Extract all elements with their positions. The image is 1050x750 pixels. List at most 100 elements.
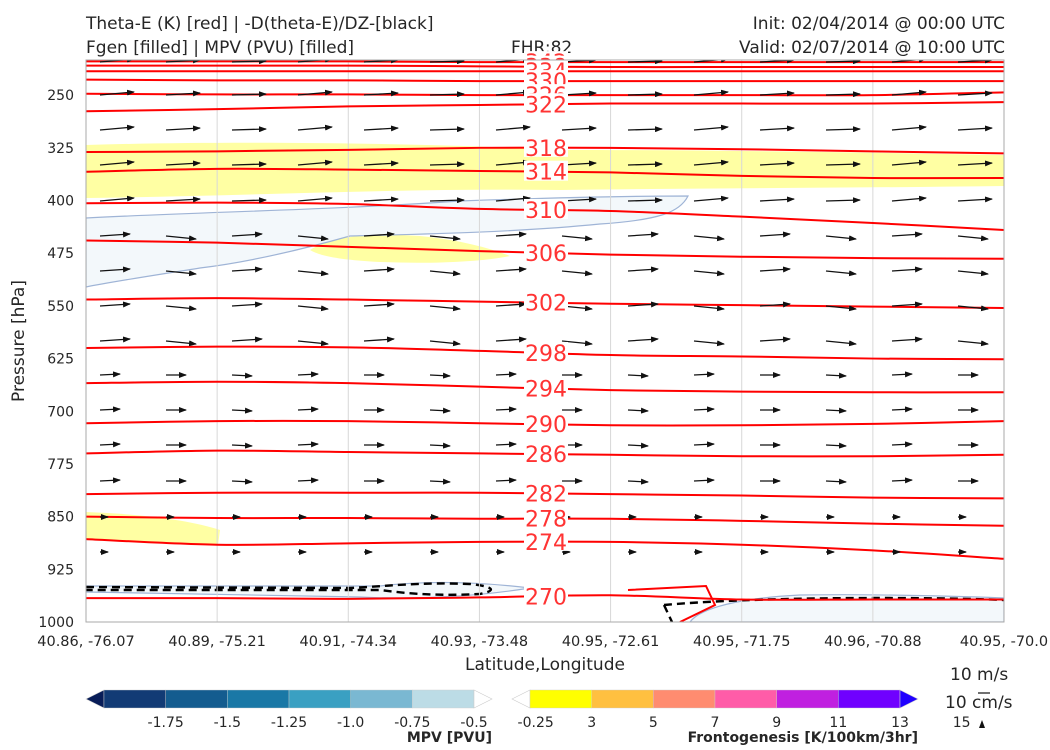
wind-vector bbox=[759, 266, 791, 273]
wind-vector bbox=[759, 231, 791, 238]
wind-vector bbox=[825, 305, 857, 312]
theta-e-label-302: 302 bbox=[525, 292, 567, 317]
x-tick-label: 40.95, -71.75 bbox=[693, 634, 790, 650]
contour-label-bg bbox=[524, 160, 568, 181]
wind-vector bbox=[495, 477, 517, 484]
wind-vector bbox=[363, 160, 399, 167]
wind-vector bbox=[825, 126, 861, 133]
colorbar-tick-label: -1.0 bbox=[337, 715, 364, 731]
wind-vector bbox=[165, 196, 201, 203]
colorbar-tick-label: 5 bbox=[649, 715, 658, 731]
fgen-fill-low bbox=[86, 512, 220, 545]
wind-vector bbox=[165, 270, 197, 277]
wind-vector bbox=[99, 301, 131, 308]
wind-vector bbox=[429, 372, 451, 379]
colorbar-segment bbox=[714, 689, 777, 709]
contour-label-bg bbox=[524, 585, 568, 606]
contour-label-bg bbox=[524, 530, 568, 551]
y-axis-title: Pressure [hPa] bbox=[9, 280, 29, 402]
wind-vector bbox=[429, 407, 451, 414]
wind-vector bbox=[363, 266, 395, 273]
contour-label-bg bbox=[524, 241, 568, 262]
wind-vector bbox=[429, 235, 461, 242]
colorbar-segment bbox=[776, 689, 839, 709]
wind-vector bbox=[231, 478, 253, 485]
wind-vector bbox=[231, 161, 267, 168]
wind-vector bbox=[99, 159, 135, 166]
colorbar-tick-label: -0.25 bbox=[518, 715, 554, 731]
wind-vector bbox=[759, 196, 795, 203]
wind-vector bbox=[627, 197, 663, 204]
wind-vector bbox=[99, 195, 135, 202]
wind-vector bbox=[99, 441, 121, 448]
wind-vector bbox=[363, 231, 395, 238]
wind-vector bbox=[693, 477, 715, 484]
mpv-colorbar-title: MPV [PVU] bbox=[407, 730, 492, 746]
x-tick-label: 40.93, -73.48 bbox=[431, 634, 528, 650]
x-tick-label: 40.86, -76.07 bbox=[37, 634, 134, 650]
theta-e-label-282: 282 bbox=[525, 482, 567, 507]
wind-vector bbox=[825, 478, 847, 485]
plot-frame bbox=[85, 59, 1005, 623]
y-tick-label: 250 bbox=[47, 88, 74, 104]
wind-vector bbox=[363, 336, 395, 343]
wind-vector bbox=[99, 266, 131, 273]
wind-vector bbox=[825, 91, 861, 98]
wind-vector bbox=[825, 197, 861, 204]
wind-vector bbox=[363, 90, 399, 97]
y-tick-label: 475 bbox=[47, 246, 74, 262]
contour-label-bg bbox=[524, 291, 568, 312]
colorbar-tick-label: 11 bbox=[829, 715, 847, 731]
wind-vector bbox=[891, 301, 923, 308]
wind-vector bbox=[495, 441, 517, 448]
contour-label-bg bbox=[524, 413, 568, 434]
contour-label-bg bbox=[524, 443, 568, 464]
wind-vector bbox=[627, 91, 663, 98]
wind-vector bbox=[231, 231, 263, 238]
x-tick-label: 40.95, -72.61 bbox=[562, 634, 659, 650]
theta-e-label-314: 314 bbox=[525, 161, 567, 186]
wind-vector bbox=[363, 125, 399, 132]
wind-vector bbox=[231, 372, 253, 379]
contour-label-bg bbox=[524, 341, 568, 362]
stability-contour-right bbox=[663, 596, 1004, 607]
wind-vector bbox=[429, 161, 465, 168]
wind-vector bbox=[99, 406, 121, 413]
wind-vector bbox=[957, 196, 993, 203]
wind-vector bbox=[495, 124, 531, 131]
wind-vector bbox=[759, 336, 791, 343]
wind-vector bbox=[891, 195, 927, 202]
contour-label-bg bbox=[524, 136, 568, 157]
wind-vector bbox=[627, 407, 649, 414]
wind-vector bbox=[495, 231, 527, 238]
wind-vector bbox=[495, 336, 527, 343]
y-tick-label: 1000 bbox=[38, 615, 74, 631]
colorbar-tick-label: 13 bbox=[891, 715, 909, 731]
wind-vector bbox=[957, 235, 989, 242]
theta-e-label-298: 298 bbox=[525, 342, 567, 367]
stability-contour-right-leg bbox=[662, 604, 674, 622]
wind-vector bbox=[231, 442, 253, 449]
theta-e-label-274: 274 bbox=[525, 531, 567, 556]
y-tick-label: 775 bbox=[47, 457, 74, 473]
colorbar-extend-low bbox=[511, 689, 531, 709]
wind-vector bbox=[627, 478, 649, 485]
wind-vector bbox=[627, 231, 659, 238]
contour-label-bg bbox=[524, 507, 568, 528]
wind-vector bbox=[891, 406, 913, 413]
theta-e-label-270: 270 bbox=[525, 585, 567, 610]
wind-vector bbox=[231, 336, 263, 343]
colorbar-tick-label: -1.75 bbox=[148, 715, 184, 731]
theta-e-label-278: 278 bbox=[525, 508, 567, 533]
colorbar-tick-label: 7 bbox=[711, 715, 720, 731]
y-tick-label: 325 bbox=[47, 141, 74, 157]
wind-vector bbox=[561, 340, 593, 347]
colorbar-segment bbox=[103, 689, 166, 709]
wind-vector bbox=[99, 477, 121, 484]
wind-vector bbox=[825, 340, 857, 347]
wind-vector bbox=[759, 125, 795, 132]
wind-vector bbox=[429, 60, 465, 65]
theta-e-270-kink bbox=[627, 584, 717, 622]
colorbar-extend-low bbox=[85, 689, 105, 709]
wind-vector bbox=[891, 159, 927, 166]
